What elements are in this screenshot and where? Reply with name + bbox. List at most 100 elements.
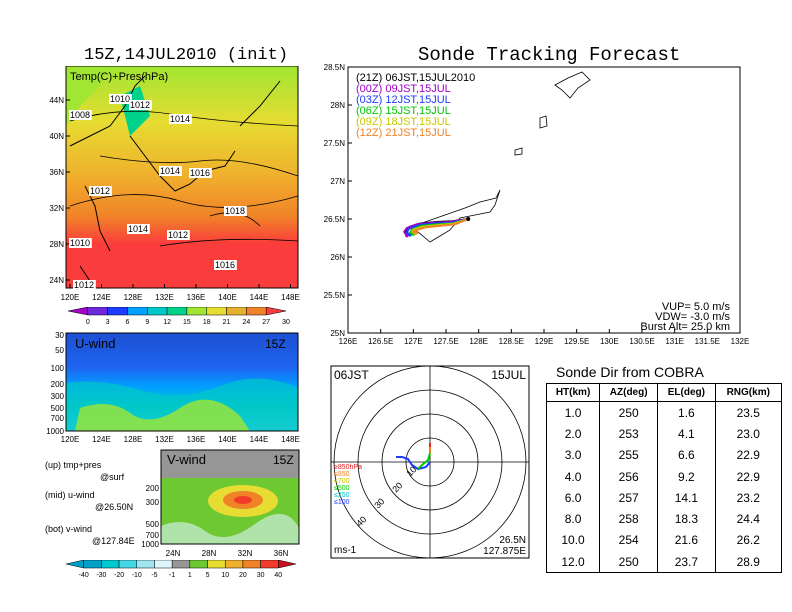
colorbar-label: 12 [163, 319, 171, 326]
lon-tick-label: 130.5E [629, 337, 654, 346]
pres-tick-label: 500 [146, 520, 160, 529]
isobar-label-bg [169, 114, 192, 124]
isobar-label-bg [159, 166, 182, 176]
isobar-label: 1012 [168, 230, 188, 240]
v-time: 15Z [273, 453, 294, 467]
temp-pres-map: 44N 40N 36N 32N 28N 24N 120E 124E 128E 132E 136E 1… [49, 66, 300, 302]
u-label: U-wind [75, 336, 115, 351]
lon-tick-label: 127E [404, 337, 423, 346]
colorbar-swatch [101, 560, 120, 569]
isobar-label-bg [167, 230, 190, 240]
pres-tick-label: 700 [146, 531, 160, 540]
table-cell: 26.2 [714, 529, 782, 552]
lon-tick-label: 128E [469, 337, 488, 346]
table-cell: 14.1 [657, 487, 716, 509]
pres-tick-label: 200 [51, 380, 65, 389]
lat-tick-label: 40N [49, 132, 64, 141]
polar-time: 06JST [334, 368, 369, 382]
lat-tick-label: 28N [49, 240, 64, 249]
table-row: 4.0 256 9.2 22.9 [545, 465, 782, 488]
pres-tick-label: 1000 [46, 427, 64, 436]
colorbar-swatch [136, 560, 155, 569]
lat-tick-label: 28.5N [324, 63, 346, 72]
legend-entry: (09Z) 18JST,15JUL [356, 116, 451, 128]
isobar-label: 1010 [70, 238, 90, 248]
colorbar-swatch [107, 307, 128, 316]
table-cell: 250 [599, 551, 659, 574]
colorbar-label: -5 [151, 572, 157, 579]
coastline [69, 75, 281, 282]
table-cell: 250 [599, 401, 659, 424]
pres-tick-label: 300 [146, 498, 160, 507]
table-cell: 22.9 [714, 444, 782, 466]
colorbar-swatch [118, 560, 138, 569]
legend-entry: (06Z) 15JST,15JUL [356, 105, 451, 117]
isobar-label-bg [69, 110, 92, 120]
v-shade-3 [161, 513, 299, 544]
launch-point [466, 217, 471, 221]
table-cell: 258 [599, 508, 659, 530]
colorbar-label: 30 [282, 319, 290, 326]
colorbar-label: -10 [132, 572, 142, 579]
legend-entry: (12Z) 21JST,15JUL [356, 127, 451, 139]
tracking-map: 28.5N 28N 27.5N 27N 26.5N 26N 25.5N 25N 126E 126… [324, 63, 750, 346]
colorbar-swatch [83, 560, 102, 569]
table-header: HT(km) [545, 383, 601, 402]
table-cell: 28.9 [714, 551, 782, 574]
lat-tick-label: 32N [238, 549, 253, 558]
lon-tick-label: 126.5E [368, 337, 393, 346]
table-row: 3.0 255 6.6 22.9 [545, 444, 782, 466]
isobar-label: 1014 [170, 114, 190, 124]
lon-tick-label: 130E [600, 337, 619, 346]
polar-level-label: ≤100 [334, 499, 350, 506]
pres-tick-label: 200 [146, 484, 160, 493]
lon-tick-label: 120E [61, 293, 80, 302]
colorbar-label: 24 [242, 319, 250, 326]
table-cell: 1.6 [657, 401, 716, 424]
pres-tick-label: 30 [55, 331, 64, 340]
colorbar-swatch [265, 307, 287, 316]
isobar-label-bg [73, 280, 96, 290]
isobar-label-bg [127, 224, 150, 234]
table-row: 10.0 254 21.6 26.2 [545, 529, 782, 552]
lon-tick-label: 129.5E [564, 337, 589, 346]
isobar-label-bg [224, 206, 247, 216]
table-cell: 1.0 [545, 401, 601, 424]
table-cell: 12.0 [545, 551, 601, 574]
isobar-label-bg [189, 168, 212, 178]
colorbar-label: 15 [183, 319, 191, 326]
lon-tick-label: 144E [250, 435, 269, 444]
table-row: 12.0 250 23.7 28.9 [545, 551, 782, 574]
colorbar-swatch [127, 307, 148, 316]
isobar-label: 1016 [215, 260, 235, 270]
lon-tick-label: 132E [731, 337, 750, 346]
colorbar-label: 0 [86, 319, 90, 326]
table-cell: 6.0 [545, 487, 601, 509]
colorbar-swatch [207, 560, 226, 569]
isobar-label-bg [214, 260, 237, 270]
map-frame [65, 66, 299, 289]
table-row: 6.0 257 14.1 23.2 [545, 487, 782, 509]
colorbar-swatch [278, 560, 297, 569]
island-okinoerabu [514, 147, 523, 156]
colorbar-label: 5 [206, 572, 210, 579]
lon-tick-label: 128E [124, 435, 143, 444]
polar-lon: 127.875E [483, 546, 526, 557]
lon-tick-label: 148E [281, 293, 300, 302]
isobar-label-bg [69, 238, 92, 248]
lon-tick-label: 126E [339, 337, 358, 346]
table-cell: 23.2 [714, 487, 782, 509]
colorbar-swatch [87, 307, 108, 316]
table-cell: 2.0 [545, 423, 601, 445]
lat-tick-label: 28N [202, 549, 217, 558]
colorbar-label: 30 [257, 572, 265, 579]
colorbar-label: 21 [223, 319, 231, 326]
table-title: Sonde Dir from COBRA [556, 364, 704, 380]
vup: VUP= 5.0 m/s [662, 301, 731, 313]
v-frame [160, 449, 300, 545]
colorbar-label: 3 [106, 319, 110, 326]
lat-tick-label: 44N [49, 96, 64, 105]
lon-tick-label: 136E [187, 293, 206, 302]
